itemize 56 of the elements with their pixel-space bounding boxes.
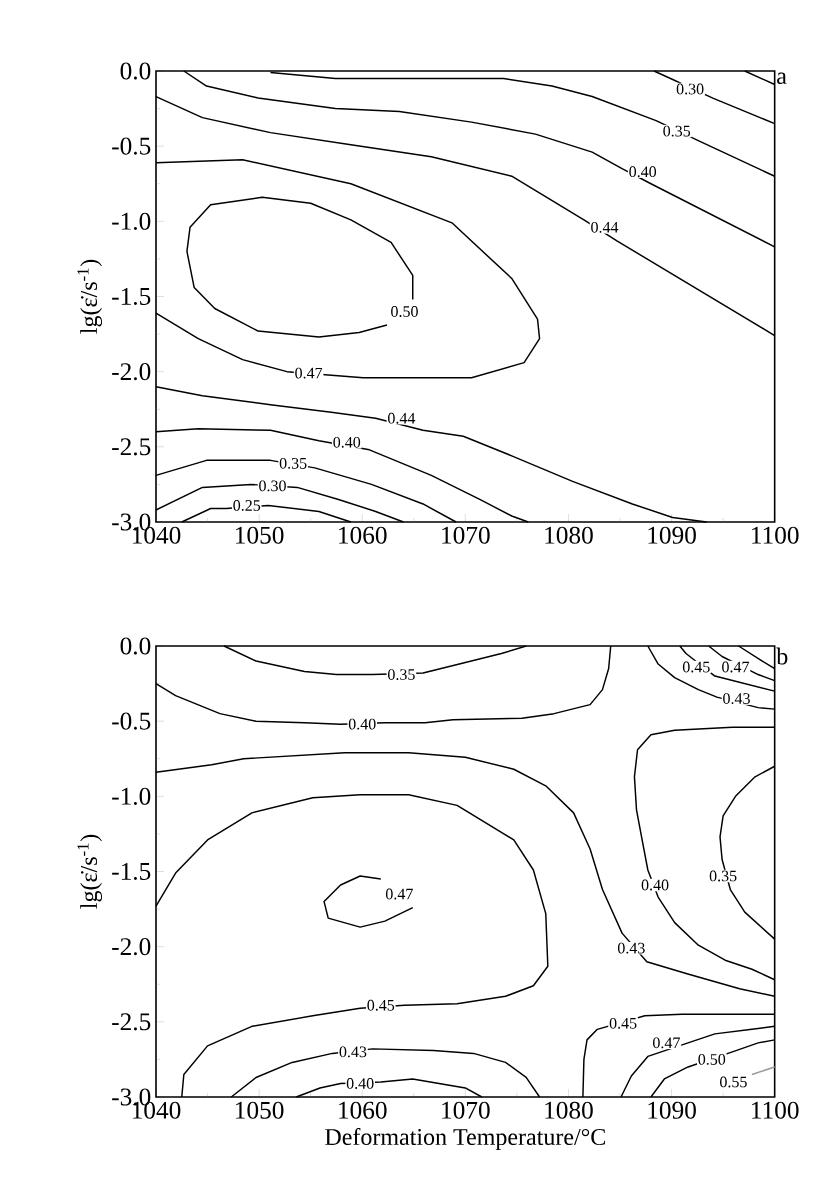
annotation: 0.30 [676,83,704,95]
annotation: 0.35 [279,457,307,469]
y-tick-label: -2.5 [112,438,151,456]
x-tick-label: 1060 [339,526,387,544]
annotation: 0.40 [348,718,376,730]
y-tick-label: -0.5 [112,712,151,730]
annotation: 0.40 [333,436,361,448]
annotation: 0.44 [388,412,416,424]
y-tick-label: -1.0 [112,212,151,230]
y-axis-title: lg(ε̇/s$^{-1}$) [77,834,103,909]
y-tick-label: -2.5 [112,1013,151,1031]
y-axis-title: lg(ε̇/s$^{-1}$) [77,259,103,334]
x-tick-label: 1100 [752,1101,799,1119]
x-tick-label: 1050 [236,1101,284,1119]
annotation: 0.47 [295,367,323,379]
x-tick-label: 1060 [339,1101,387,1119]
annotation: 0.47 [653,1037,680,1049]
x-tick-label: 1080 [545,526,593,544]
x-tick-label: 1050 [236,526,284,544]
annotation: 0.35 [388,669,415,680]
y-tick-label: -1.5 [112,287,151,306]
annotation: 0.40 [346,1078,374,1089]
y-tick-label: -1.5 [112,862,151,881]
annotation: 0.55 [720,1076,747,1088]
y-tick-label: -1.0 [112,787,151,805]
annotation: 0.45 [367,999,395,1011]
y-tick-label: -2.0 [112,363,151,381]
x-tick-label: 1100 [752,526,799,544]
annotation: 0.47 [385,888,413,900]
y-tick-label: -0.5 [112,137,151,155]
x-tick-label: 1070 [442,1101,490,1119]
text: a [777,72,787,85]
annotation: 0.30 [259,480,286,492]
annotation: 0.44 [591,221,619,233]
y-tick-label: 0.0 [120,62,151,80]
annotation: 0.43 [723,693,750,705]
text: b [776,647,788,665]
x-tick-label: 1090 [648,526,696,544]
annotation: 0.50 [391,306,418,317]
annotation: 0.47 [722,661,750,673]
annotation: 0.40 [629,166,657,178]
x-tick-label: 1080 [545,1101,593,1119]
annotation: 0.43 [617,942,645,954]
annotation: 0.35 [663,125,691,137]
annotation: 0.50 [698,1053,726,1065]
y-tick-label: 0.0 [120,637,151,655]
annotation: 0.43 [339,1046,367,1058]
annotation: 0.40 [641,879,669,891]
annotation: 0.45 [609,1017,637,1029]
x-tick-label: 1090 [648,1101,696,1119]
x-tick-label: 1070 [442,526,490,544]
x-axis-title: Deformation Temperature/°C [325,1127,605,1150]
annotation: 0.35 [709,870,737,882]
annotation: 0.25 [233,500,261,511]
annotation: 0.45 [682,661,710,673]
y-tick-label: -2.0 [112,938,151,956]
